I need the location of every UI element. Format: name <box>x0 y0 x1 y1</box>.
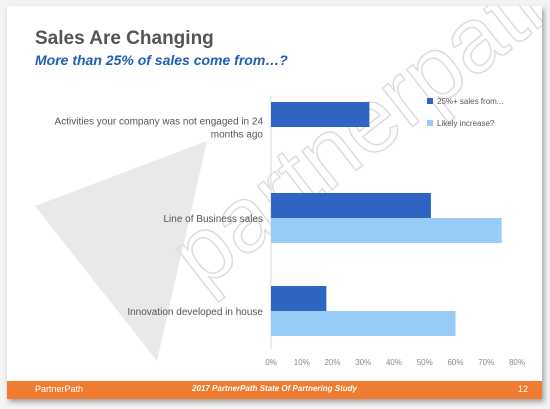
x-tick-label: 50% <box>417 358 433 367</box>
x-tick-label: 40% <box>386 358 402 367</box>
bar-sales <box>271 102 370 127</box>
category-label: Line of Business sales <box>163 214 263 225</box>
x-tick-label: 80% <box>509 358 525 367</box>
bar-chart: 0% 10% 20% 30% 40% 50% 60% 70% 80% Activities you… <box>55 96 525 367</box>
bar-sales <box>271 193 431 218</box>
x-tick-label: 70% <box>478 358 494 367</box>
footer-brand: PartnerPath <box>35 384 84 394</box>
x-tick-label: 10% <box>294 358 310 367</box>
x-tick-label: 20% <box>324 358 340 367</box>
bar-increase <box>271 218 502 243</box>
x-tick-label: 30% <box>355 358 371 367</box>
x-tick-label: 0% <box>265 358 277 367</box>
category-label: months ago <box>211 130 264 141</box>
footer-study-title: 2017 PartnerPath State Of Partnering Stu… <box>192 384 357 393</box>
bar-increase <box>271 311 456 336</box>
legend-swatch <box>427 120 433 126</box>
slide-title: Sales Are Changing <box>35 28 214 49</box>
legend-swatch <box>427 98 433 104</box>
slide-subtitle: More than 25% of sales come from…? <box>35 52 288 68</box>
page-number: 12 <box>517 384 528 394</box>
category-label: Innovation developed in house <box>127 307 263 318</box>
x-tick-label: 60% <box>447 358 463 367</box>
legend-label: Likely increase? <box>437 119 495 128</box>
legend-label: 25%+ sales from... <box>437 97 503 106</box>
category-label: Activities your company was not engaged … <box>55 117 264 128</box>
footer-bar: PartnerPath 2017 PartnerPath State Of Pa… <box>7 381 542 399</box>
bar-sales <box>271 286 327 311</box>
slide: partnerpath Sales Are Changing More than… <box>7 6 542 399</box>
